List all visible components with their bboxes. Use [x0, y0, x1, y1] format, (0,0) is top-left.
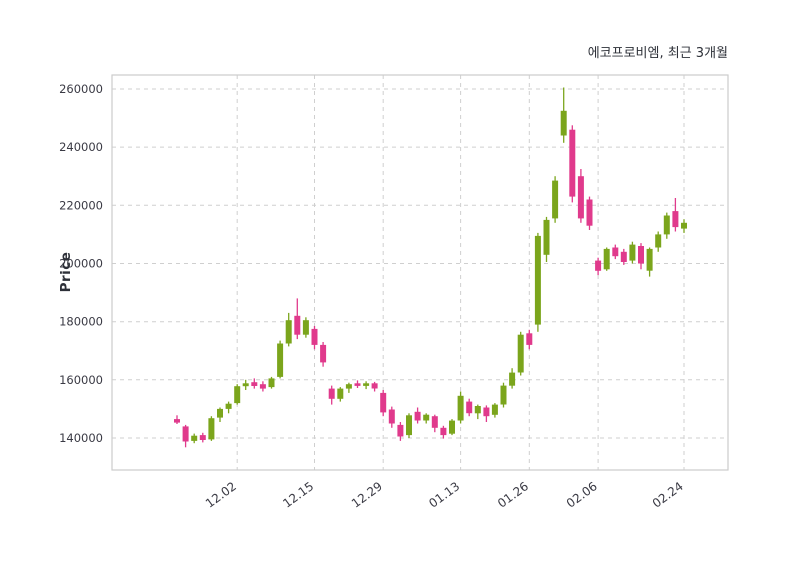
y-axis-label: Price: [58, 251, 74, 293]
svg-text:02.06: 02.06: [564, 479, 600, 511]
svg-text:260000: 260000: [59, 82, 103, 96]
svg-text:140000: 140000: [59, 431, 103, 445]
svg-text:220000: 220000: [59, 198, 103, 212]
svg-text:02.24: 02.24: [650, 479, 686, 511]
svg-text:180000: 180000: [59, 315, 103, 329]
svg-text:240000: 240000: [59, 140, 103, 154]
svg-text:12.02: 12.02: [203, 479, 239, 511]
svg-text:01.13: 01.13: [426, 479, 462, 511]
svg-text:200000: 200000: [59, 257, 103, 271]
svg-text:160000: 160000: [59, 373, 103, 387]
svg-text:01.26: 01.26: [495, 479, 531, 511]
chart-title: 에코프로비엠, 최근 3개월: [587, 46, 728, 61]
svg-text:12.15: 12.15: [280, 479, 316, 511]
svg-text:12.29: 12.29: [349, 479, 385, 511]
